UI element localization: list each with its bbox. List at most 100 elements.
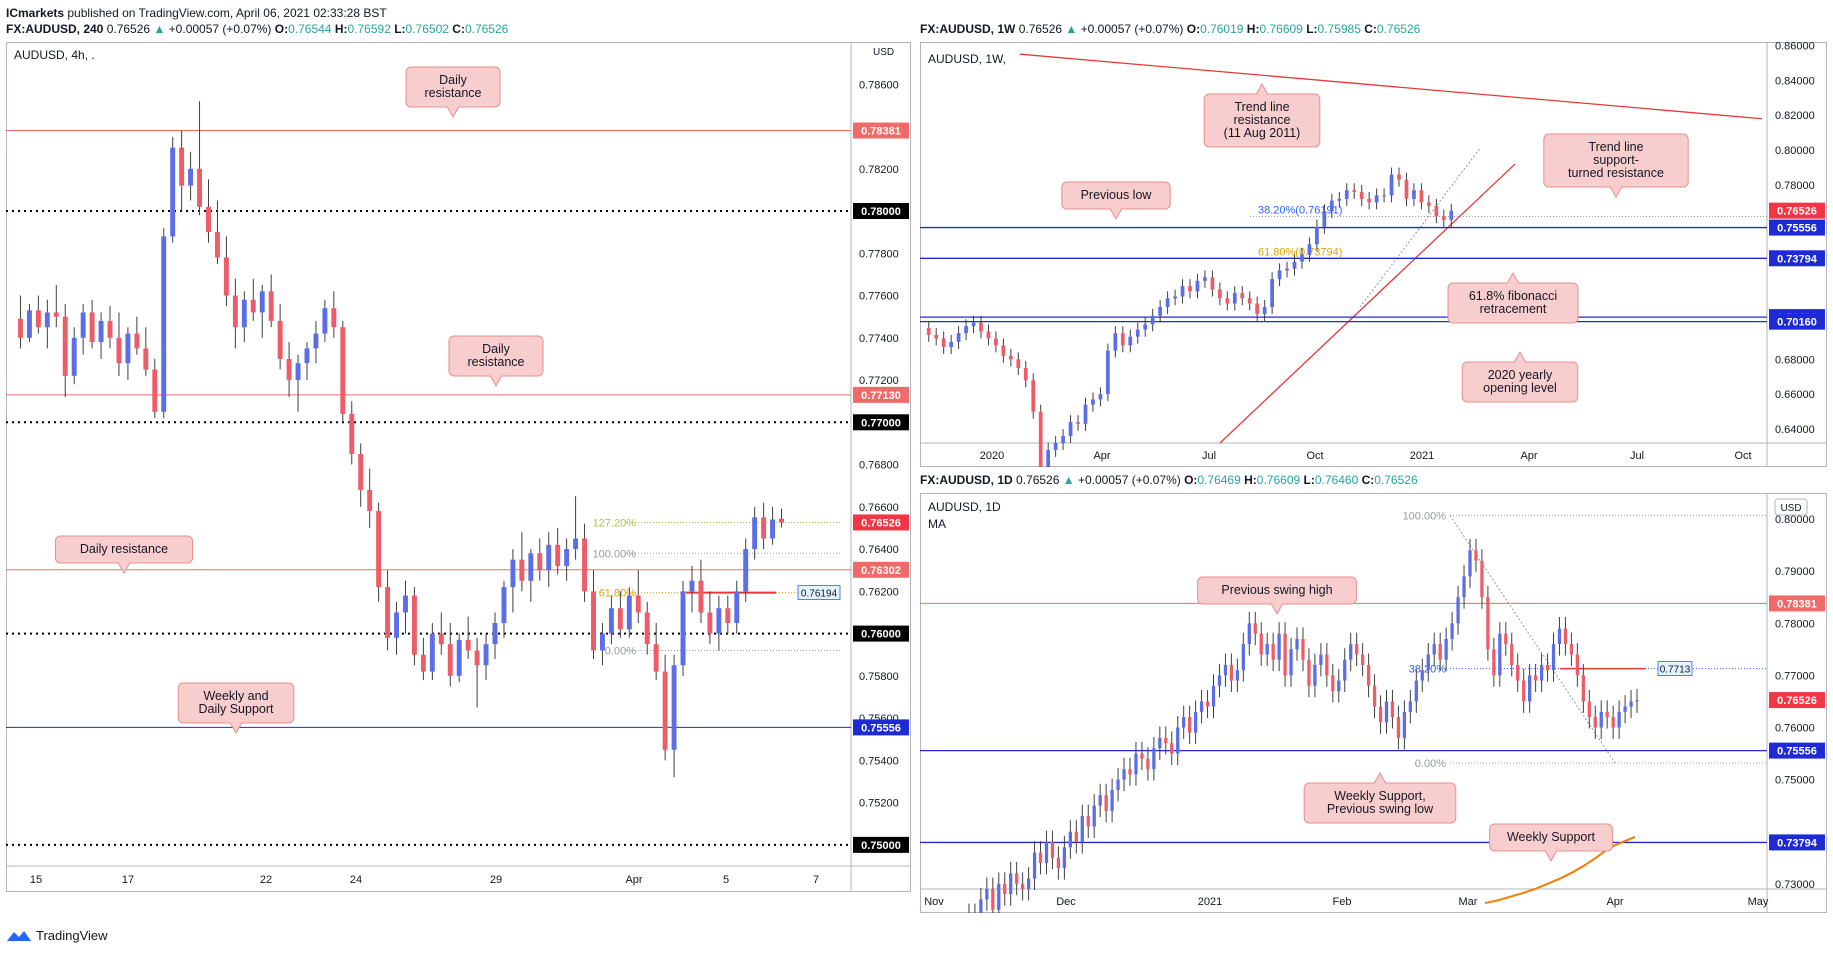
candle-body <box>1426 654 1430 671</box>
candle-body <box>1438 644 1442 660</box>
chart-1w[interactable]: AUDUSD, 1W, 38.20%(0.76191) 61.80%(0.73794… <box>920 42 1827 467</box>
fib-level-label: 0.00% <box>1415 758 1446 770</box>
candle-body <box>1427 202 1431 206</box>
price-tag <box>1769 742 1825 759</box>
candle-body <box>259 291 265 313</box>
price-tag-text: 0.78000 <box>861 206 901 218</box>
candle-body <box>1313 664 1317 686</box>
x-tick-label: Apr <box>1520 450 1537 462</box>
candle-body <box>349 413 355 454</box>
price-tag <box>1769 313 1825 330</box>
indicator-label: MA <box>928 517 946 531</box>
callout-weekly-support-swing-low-pointer <box>1373 771 1387 784</box>
candle-body <box>752 517 758 550</box>
candle-body <box>232 295 238 328</box>
candle-body <box>653 644 659 672</box>
last-price: 0.76526 <box>1016 473 1060 487</box>
x-tick-label: 24 <box>350 874 362 886</box>
candle-body <box>1408 701 1412 712</box>
callout-daily-resistance-mid-text: Daily <box>482 342 511 356</box>
candle-body <box>71 337 77 376</box>
candle-body <box>1253 623 1257 634</box>
candle-body <box>979 322 983 332</box>
price-tag <box>853 561 909 578</box>
candle-body <box>1173 296 1177 299</box>
candle-body <box>1337 198 1342 201</box>
candle-body <box>1026 878 1031 889</box>
price-tag-text: 0.76302 <box>861 565 901 577</box>
candle-body <box>1210 277 1215 290</box>
x-tick-label: 17 <box>122 874 134 886</box>
price-tag <box>853 836 909 853</box>
trend-line-resistance <box>1019 53 1763 120</box>
candle-body <box>241 299 247 328</box>
candle-body <box>1522 680 1526 702</box>
symbol-label: FX:AUDUSD, 1W <box>920 22 1016 36</box>
candle-body <box>1023 368 1028 381</box>
candle-body <box>1557 628 1562 645</box>
y-tick-label: 0.76200 <box>859 586 899 598</box>
tradingview-logo-icon <box>7 930 31 941</box>
candle-body <box>1116 779 1120 790</box>
price-tag <box>1769 595 1825 612</box>
footer-brand[interactable]: TradingView <box>6 928 108 943</box>
candle-body <box>1050 842 1055 858</box>
candle-body <box>35 310 41 328</box>
candle-body <box>1359 191 1364 199</box>
y-tick-label: 0.73000 <box>1775 879 1815 891</box>
chart-4h[interactable]: AUDUSD, 4h, . USD 127.20% 100.00% 61.80% 0.00… <box>6 42 911 892</box>
candle-body <box>994 338 998 346</box>
candle-body <box>1140 753 1144 759</box>
candle-body <box>322 308 328 334</box>
candle-body <box>1038 852 1043 863</box>
x-tick-label: 29 <box>490 874 502 886</box>
candle-body <box>689 580 695 592</box>
callout-2020-yearly-open-text: 2020 yearly <box>1488 368 1553 382</box>
y-tick-label: 0.75200 <box>859 798 899 810</box>
callout-trend-line-support-text: turned resistance <box>1568 166 1664 180</box>
candle-body <box>1199 701 1204 712</box>
candle-body <box>1080 816 1084 843</box>
price-tag-text: 0.75000 <box>861 840 901 852</box>
candle-body <box>698 580 704 613</box>
trend-line-support-turned-resistance <box>1219 163 1516 444</box>
candle-body <box>779 518 784 523</box>
chart-1d[interactable]: AUDUSD, 1DMAUSD100.00%38.20%0.00%0.77130… <box>920 493 1827 913</box>
change-value: +0.00057 (+0.07%) <box>1077 473 1181 487</box>
y-tick-label: 0.78200 <box>859 164 899 176</box>
candle-body <box>1068 831 1072 848</box>
candle-body <box>1389 174 1394 196</box>
fib-level-label: 61.80% <box>599 588 637 600</box>
candle-body <box>1091 399 1095 405</box>
candle-body <box>1617 711 1621 728</box>
y-tick-label: 0.77200 <box>859 375 899 387</box>
callout-daily-resistance-top-pointer <box>446 106 460 119</box>
price-tag-text: 0.73794 <box>1777 253 1818 265</box>
fib-level-label: 61.80%(0.73794) <box>1258 246 1342 258</box>
candle-body <box>1247 623 1251 645</box>
candle-body <box>1468 550 1472 577</box>
candle-body <box>1120 333 1125 346</box>
candle-body <box>44 312 50 328</box>
candle-body <box>1404 179 1409 199</box>
candle-body <box>934 334 939 339</box>
candle-body <box>152 369 158 412</box>
candle-body <box>1374 195 1379 203</box>
last-price: 0.76526 <box>106 22 151 36</box>
y-tick-label: 0.78600 <box>859 79 899 91</box>
candle-body <box>1083 404 1088 424</box>
callout-fib-618-text: 61.8% fibonacci <box>1469 289 1557 303</box>
candle-body <box>1352 190 1357 192</box>
candle-body <box>1322 211 1327 227</box>
candle-body <box>1355 644 1359 655</box>
currency-label: USD <box>1780 503 1801 514</box>
candle-body <box>1539 664 1544 681</box>
fib-level-label: 38.20%(0.76191) <box>1258 205 1342 217</box>
candle-body <box>1106 350 1110 395</box>
candle-body <box>1217 675 1222 686</box>
candle-body <box>170 147 176 237</box>
candle-body <box>1569 644 1574 655</box>
fib-level-label: 127.20% <box>593 517 637 529</box>
candle-body <box>964 326 968 334</box>
x-tick-label: Dec <box>1056 896 1076 908</box>
